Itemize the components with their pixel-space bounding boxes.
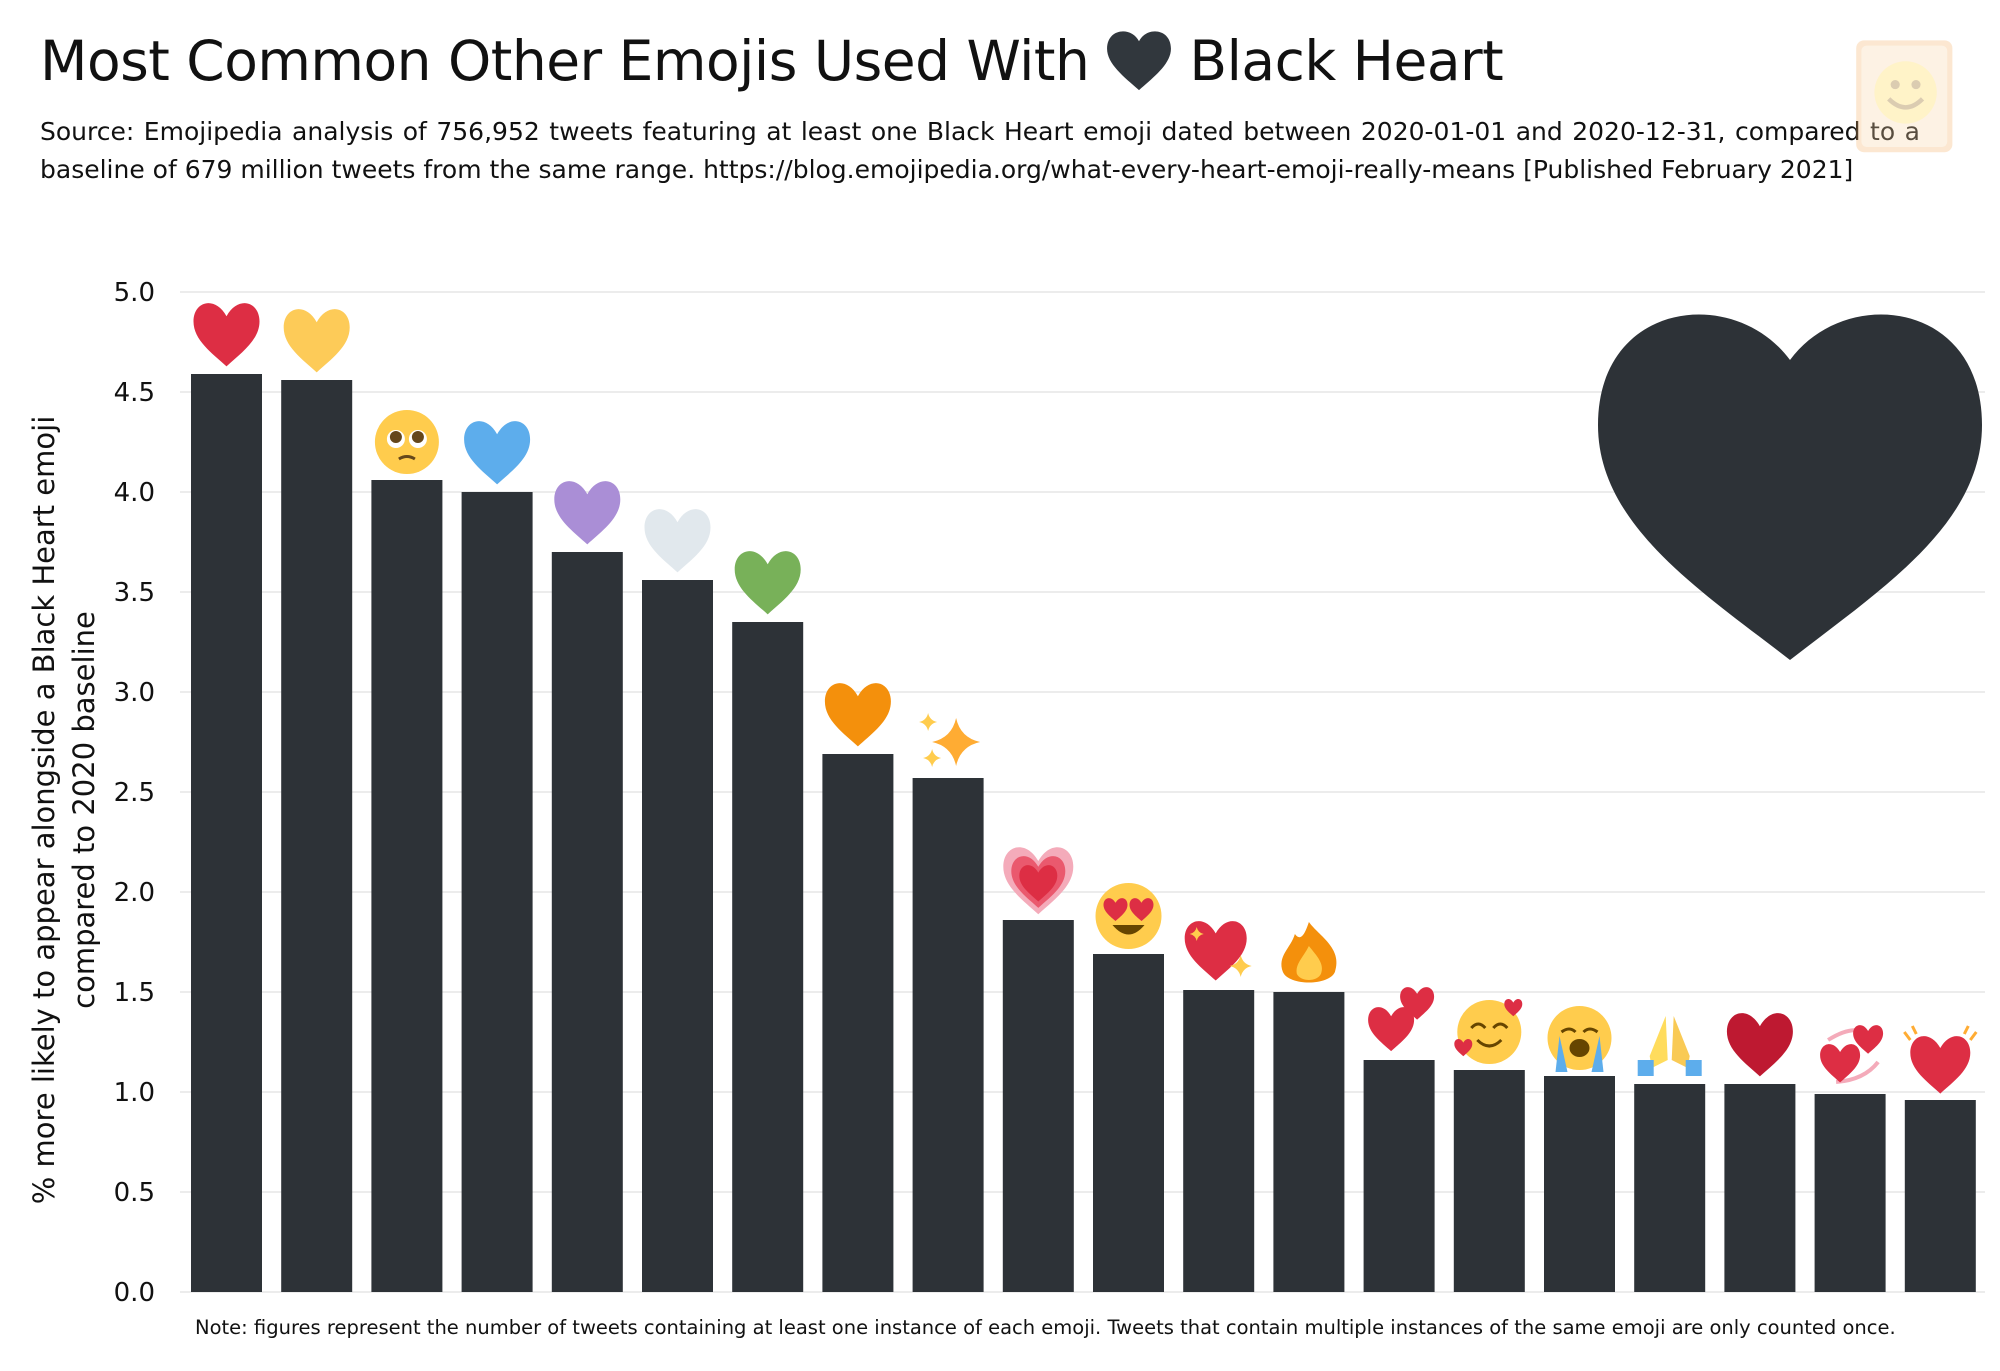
yellow-heart-icon — [283, 309, 350, 373]
bar-beating-heart — [1904, 1100, 1976, 1292]
heart-shape — [464, 421, 531, 485]
white-heart-icon — [644, 509, 711, 573]
fire-icon — [1281, 922, 1337, 983]
title-text-before: Most Common Other Emojis Used With — [40, 29, 1090, 93]
heart-shape — [1184, 921, 1247, 981]
red-heart-icon — [193, 303, 260, 367]
heart-shape — [1129, 898, 1154, 922]
heart-shape — [644, 509, 711, 573]
heart-shape — [283, 309, 350, 373]
sparkle-shape — [1189, 927, 1204, 941]
y-axis-label-line-2: compared to 2020 baseline — [67, 611, 101, 1009]
y-tick-label: 0.0 — [114, 1278, 155, 1308]
heart-shape — [1820, 1044, 1861, 1083]
beating-heart-icon — [1903, 1025, 1978, 1094]
y-tick-label: 1.0 — [114, 1078, 155, 1108]
bar-white-heart — [642, 580, 713, 1292]
heart-eyes-icon — [1095, 883, 1162, 949]
heart-shape — [1853, 1025, 1884, 1054]
title-text-after: Black Heart — [1189, 29, 1504, 93]
bar-two-hearts — [1363, 1060, 1435, 1292]
heart-shape — [1910, 1036, 1971, 1094]
y-tick-label: 1.5 — [114, 978, 155, 1008]
bar-heavy-heart — [1724, 1084, 1796, 1292]
sparkle-shape — [932, 718, 981, 766]
heart-shape — [1726, 1013, 1793, 1077]
flame-core-shape — [1296, 946, 1322, 980]
black-heart-icon — [1107, 31, 1172, 91]
pleading-face-icon — [374, 410, 439, 474]
heart-shape — [734, 551, 801, 615]
bar-emoji-icons — [193, 303, 1978, 1094]
heavy-heart-icon — [1726, 1013, 1793, 1077]
sparkle-shape — [919, 713, 938, 731]
face-circle — [374, 410, 439, 474]
chart-title: Most Common Other Emojis Used With Black… — [40, 26, 1504, 96]
bar-blue-heart — [461, 492, 533, 1292]
heart-shape — [1504, 999, 1523, 1017]
bar-orange-heart — [822, 754, 894, 1292]
emojipedia-logo-icon — [1856, 40, 1953, 153]
bar-revolving-hearts — [1814, 1094, 1886, 1292]
chart-note: Note: figures represent the number of tw… — [195, 1316, 1896, 1339]
heart-shape — [824, 683, 891, 747]
face-circle — [1095, 883, 1162, 949]
y-tick-label: 3.5 — [114, 578, 155, 608]
sparkle-shape — [1229, 955, 1252, 977]
orange-heart-icon — [824, 683, 891, 747]
bar-fire — [1273, 992, 1345, 1292]
growing-heart-icon — [1003, 847, 1074, 915]
bar-red-heart — [191, 374, 262, 1292]
heart-shape — [1019, 865, 1058, 902]
heart-shape — [1103, 898, 1128, 922]
heart-shape — [1454, 1039, 1473, 1057]
chart-subtitle: Source: Emojipedia analysis of 756,952 t… — [40, 117, 1920, 184]
y-tick-label: 2.5 — [114, 778, 155, 808]
folded-hands-icon — [1637, 1016, 1702, 1076]
y-axis-ticks: 0.0 0.5 1.0 1.5 2.0 2.5 3.0 3.5 4.0 4.5 5.0 — [114, 278, 155, 1308]
bars — [191, 374, 1976, 1292]
bar-smiling-face-with-hearts — [1453, 1070, 1525, 1292]
heart-shape — [554, 481, 621, 545]
y-tick-label: 4.5 — [114, 378, 155, 408]
sparkles-icon — [919, 713, 981, 767]
green-heart-icon — [734, 551, 801, 615]
sparkle-shape — [923, 749, 942, 767]
y-tick-label: 4.0 — [114, 478, 155, 508]
bar-purple-heart — [551, 552, 623, 1292]
heart-shape — [1368, 1007, 1415, 1052]
large-black-heart-icon — [1598, 314, 1982, 660]
y-tick-label: 5.0 — [114, 278, 155, 308]
smiling-face-with-hearts-icon — [1454, 999, 1523, 1064]
bar-growing-heart — [1002, 920, 1074, 1292]
bar-yellow-heart — [281, 380, 353, 1292]
blue-heart-icon — [464, 421, 531, 485]
y-axis-label-line-1: % more likely to appear alongside a Blac… — [27, 416, 61, 1204]
two-hearts-icon — [1368, 987, 1435, 1052]
y-tick-label: 2.0 — [114, 878, 155, 908]
bar-pleading-face — [371, 480, 443, 1292]
bar-sparkling-heart — [1183, 990, 1255, 1292]
sparkling-heart-icon — [1184, 921, 1252, 981]
face-circle — [1457, 1000, 1522, 1064]
bar-heart-eyes — [1093, 954, 1164, 1292]
loudly-crying-face-icon — [1547, 1006, 1612, 1072]
y-tick-label: 3.0 — [114, 678, 155, 708]
y-tick-label: 0.5 — [114, 1178, 155, 1208]
revolving-hearts-icon — [1820, 1025, 1884, 1084]
bar-sparkles — [912, 778, 984, 1292]
bar-loudly-crying-face — [1544, 1076, 1615, 1292]
bar-green-heart — [732, 622, 804, 1292]
heart-shape — [1400, 987, 1435, 1020]
purple-heart-icon — [554, 481, 621, 545]
heart-shape — [193, 303, 260, 367]
bar-folded-hands — [1634, 1084, 1706, 1292]
